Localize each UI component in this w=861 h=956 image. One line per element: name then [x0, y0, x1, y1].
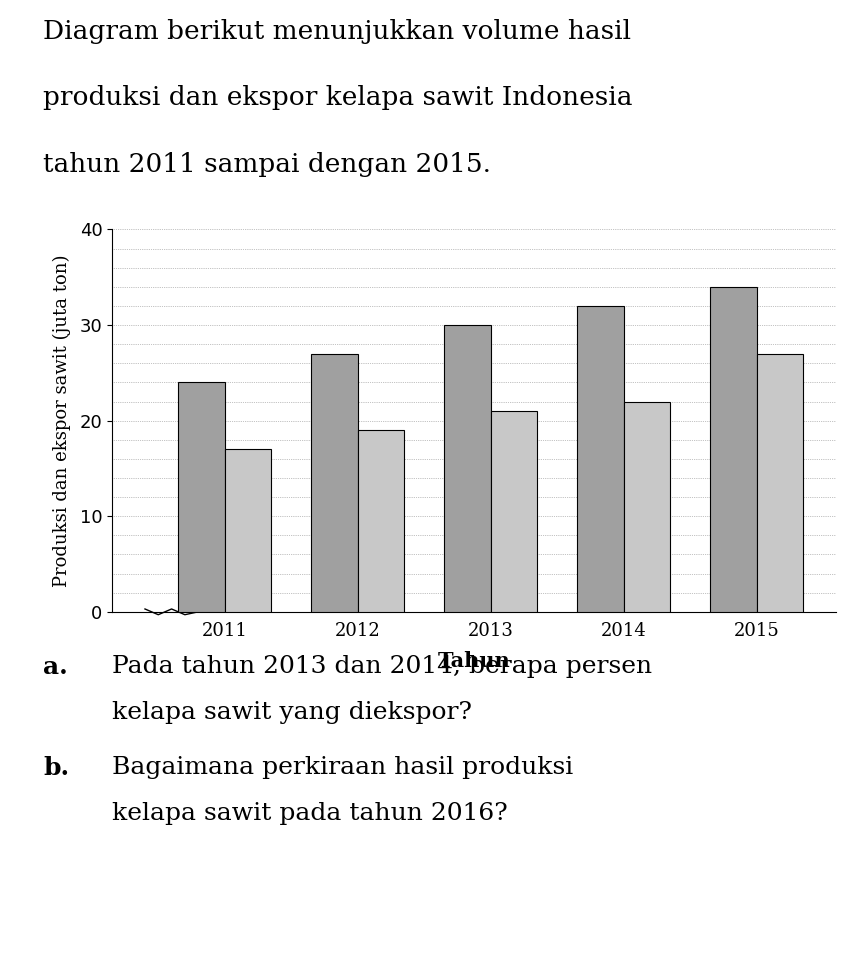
Text: Diagram berikut menunjukkan volume hasil: Diagram berikut menunjukkan volume hasil: [43, 19, 630, 44]
Bar: [709, 287, 756, 612]
Bar: [623, 402, 670, 612]
Text: Bagaimana perkiraan hasil produksi: Bagaimana perkiraan hasil produksi: [112, 756, 573, 779]
Bar: [443, 325, 490, 612]
Bar: [577, 306, 623, 612]
Bar: [756, 354, 802, 612]
Text: produksi dan ekspor kelapa sawit Indonesia: produksi dan ekspor kelapa sawit Indones…: [43, 85, 632, 110]
Text: kelapa sawit pada tahun 2016?: kelapa sawit pada tahun 2016?: [112, 802, 507, 825]
Bar: [357, 430, 404, 612]
Bar: [178, 382, 225, 612]
Text: tahun 2011 sampai dengan 2015.: tahun 2011 sampai dengan 2015.: [43, 152, 491, 177]
Text: b.: b.: [43, 756, 69, 780]
Bar: [225, 449, 271, 612]
Bar: [490, 411, 536, 612]
Bar: [311, 354, 357, 612]
Text: Pada tahun 2013 dan 2014, berapa persen: Pada tahun 2013 dan 2014, berapa persen: [112, 655, 652, 678]
Y-axis label: Produksi dan ekspor sawit (juta ton): Produksi dan ekspor sawit (juta ton): [53, 254, 71, 587]
X-axis label: Tahun: Tahun: [437, 651, 510, 671]
Text: kelapa sawit yang diekspor?: kelapa sawit yang diekspor?: [112, 701, 472, 724]
Text: a.: a.: [43, 655, 68, 679]
